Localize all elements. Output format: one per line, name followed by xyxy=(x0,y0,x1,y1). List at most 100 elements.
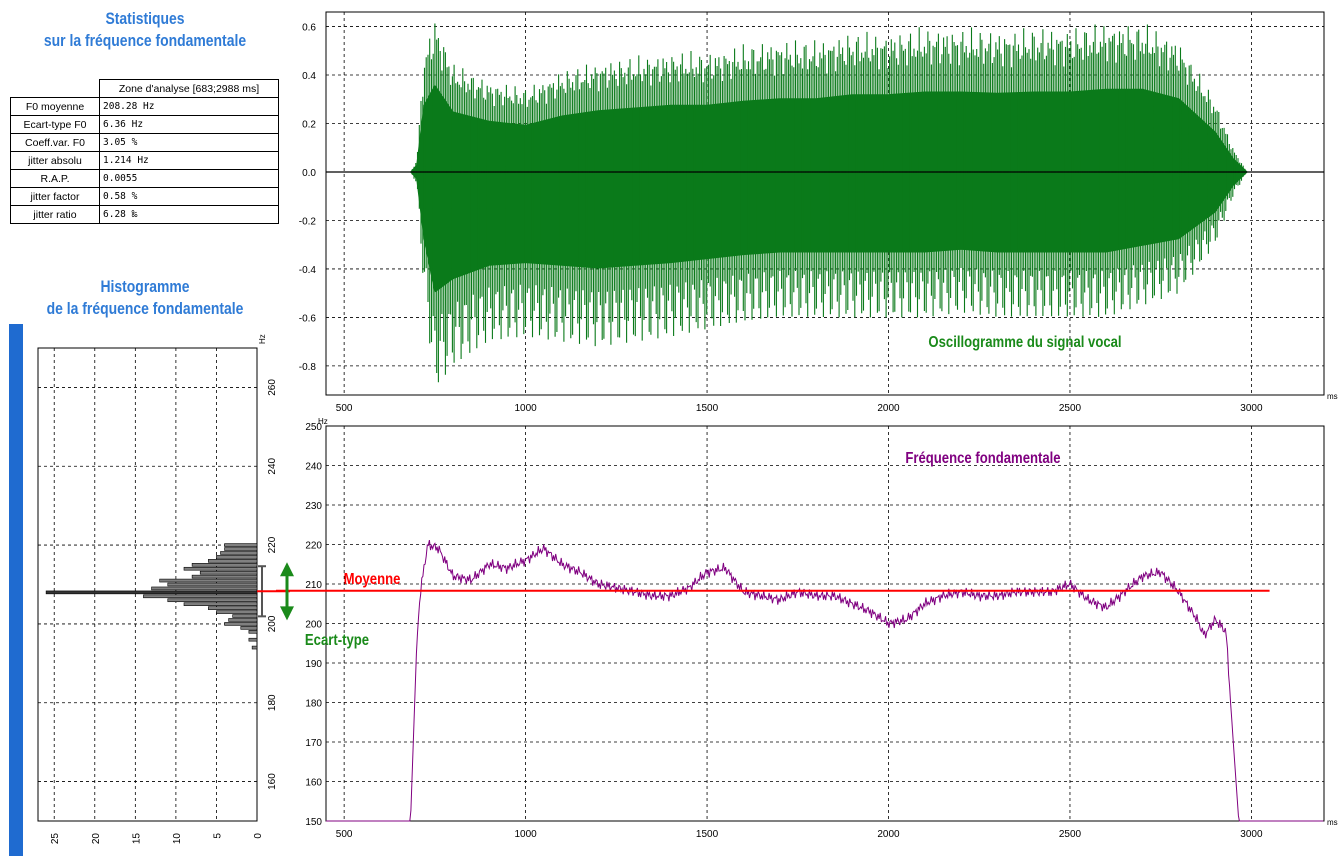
oscillogram-frame xyxy=(325,11,1325,396)
histogram-bar xyxy=(183,566,258,571)
histogram-bar xyxy=(208,606,258,610)
f0-y-tick-label: 150 xyxy=(305,817,322,828)
statistics-row: Ecart-type F0 6.36 Hz xyxy=(10,115,279,134)
histogram-bar xyxy=(224,622,258,626)
statistics-value: 0.0055 xyxy=(99,169,279,188)
oscillogram-chart: 500 1000 1500 2000 2500 3000 0.6 0.4 0.2 0.0 -0.2 -… xyxy=(299,11,1338,414)
histogram-bar xyxy=(151,586,258,591)
histogram-bar xyxy=(167,598,258,603)
statistics-heading-line2: sur la fréquence fondamentale xyxy=(43,31,247,50)
f0-y-tick-label: 210 xyxy=(305,580,322,591)
f0-chart: 500 1000 1500 2000 2500 3000 250 240 230 220 210 20… xyxy=(276,417,1338,840)
std-arrow-head-up xyxy=(280,562,294,577)
histogram-bar xyxy=(159,578,258,583)
histogram-bar xyxy=(191,574,258,579)
oscillogram-x-tick-label: 2000 xyxy=(877,403,900,414)
oscillogram-y-tick-label: 0.4 xyxy=(302,71,316,82)
histogram-y-tick-label: 200 xyxy=(267,615,278,632)
statistics-value: 208.28 Hz xyxy=(99,97,279,116)
distribution-side-bar xyxy=(9,324,23,856)
oscillogram-y-tick-label: 0.0 xyxy=(302,168,316,179)
histogram-bar xyxy=(224,543,258,547)
statistics-label: Ecart-type F0 xyxy=(10,115,100,134)
statistics-label: jitter ratio xyxy=(10,205,100,224)
f0-y-tick-label: 230 xyxy=(305,501,322,512)
statistics-table: Zone d'analyse [683;2988 ms] F0 moyenne … xyxy=(10,79,279,224)
f0-y-tick-label: 240 xyxy=(305,462,322,473)
f0-x-tick-label: 2500 xyxy=(1059,829,1082,840)
histogram-x-tick-label: 15 xyxy=(131,833,142,845)
std-arrow-head-down xyxy=(280,606,294,621)
oscillogram-x-tick-label: 2500 xyxy=(1059,403,1082,414)
histogram-y-unit: Hz xyxy=(258,334,267,344)
statistics-heading-line1: Statistiques xyxy=(105,9,185,28)
oscillogram-x-tick-label: 1500 xyxy=(696,403,719,414)
histogram-x-tick-label: 0 xyxy=(253,833,264,839)
oscillogram-x-unit: ms xyxy=(1327,392,1338,401)
oscillogram-y-tick-label: 0.6 xyxy=(302,23,316,34)
histogram-y-tick-label: 180 xyxy=(267,694,278,711)
statistics-label: jitter absolu xyxy=(10,151,100,170)
oscillogram-y-tick-label: 0.2 xyxy=(302,120,316,131)
statistics-row: jitter ratio 6.28 ‰ xyxy=(10,205,279,224)
histogram-x-tick-label: 20 xyxy=(91,833,102,845)
histogram-y-tick-label: 220 xyxy=(267,536,278,553)
distribution-side-label: Distribution F0 xyxy=(0,793,8,858)
histogram-bar xyxy=(232,614,258,618)
f0-y-tick-label: 250 xyxy=(305,422,322,433)
histogram-bar xyxy=(191,563,258,567)
histogram-bar xyxy=(251,645,258,650)
f0-title: Fréquence fondamentale xyxy=(905,450,1060,467)
f0-x-tick-label: 1500 xyxy=(696,829,719,840)
histogram-bar xyxy=(143,594,258,599)
waveform-spikes xyxy=(411,23,1248,383)
histogram-bar xyxy=(228,618,258,622)
histogram-heading-line1: Histogramme xyxy=(100,277,190,296)
oscillogram-y-tick-label: -0.8 xyxy=(299,362,317,373)
f0-x-unit: ms xyxy=(1327,818,1338,827)
waveform-body xyxy=(410,84,1248,293)
statistics-value: 0.58 % xyxy=(99,187,279,206)
oscillogram-y-tick-label: -0.4 xyxy=(299,265,317,276)
f0-x-tick-label: 3000 xyxy=(1240,829,1263,840)
statistics-label: R.A.P. xyxy=(10,169,100,188)
statistics-heading: Statistiques sur la fréquence fondamenta… xyxy=(34,8,255,52)
statistics-label: Coeff.var. F0 xyxy=(10,133,100,152)
histogram-x-tick-label: 25 xyxy=(50,833,61,845)
histogram-chart: 25 20 15 10 5 0 260 240 220 200 180 160 Hz xyxy=(37,334,290,845)
statistics-value: 3.05 % xyxy=(99,133,279,152)
f0-y-tick-label: 220 xyxy=(305,541,322,552)
statistics-header: Zone d'analyse [683;2988 ms] xyxy=(99,79,279,98)
histogram-frame xyxy=(37,347,258,822)
f0-y-tick-label: 160 xyxy=(305,778,322,789)
histogram-y-tick-label: 160 xyxy=(267,773,278,790)
histogram-bar xyxy=(45,590,258,595)
statistics-value: 1.214 Hz xyxy=(99,151,279,170)
statistics-value: 6.36 Hz xyxy=(99,115,279,134)
oscillogram-x-tick-label: 1000 xyxy=(514,403,537,414)
histogram-y-tick-label: 260 xyxy=(267,379,278,396)
f0-y-tick-label: 190 xyxy=(305,659,322,670)
histogram-bar xyxy=(240,626,258,630)
histogram-bar xyxy=(248,637,258,642)
histogram-bar xyxy=(199,570,258,575)
f0-y-tick-label: 170 xyxy=(305,738,322,749)
histogram-bar xyxy=(183,602,258,606)
oscillogram-y-tick-label: -0.2 xyxy=(299,216,317,227)
statistics-row: jitter factor 0.58 % xyxy=(10,187,279,206)
statistics-value: 6.28 ‰ xyxy=(99,205,279,224)
statistics-label: jitter factor xyxy=(10,187,100,206)
histogram-heading-line2: de la fréquence fondamentale xyxy=(46,299,244,318)
mean-label: Moyenne xyxy=(344,571,401,588)
oscillogram-x-tick-label: 3000 xyxy=(1240,403,1263,414)
f0-x-tick-label: 2000 xyxy=(877,829,900,840)
histogram-bar xyxy=(208,559,258,563)
histogram-x-tick-label: 10 xyxy=(172,833,183,845)
statistics-row: F0 moyenne 208.28 Hz xyxy=(10,97,279,116)
histogram-x-tick-label: 5 xyxy=(212,833,223,839)
f0-frame xyxy=(325,425,1325,822)
histogram-heading: Histogramme de la fréquence fondamentale xyxy=(34,276,255,320)
statistics-row: R.A.P. 0.0055 xyxy=(10,169,279,188)
statistics-row: Coeff.var. F0 3.05 % xyxy=(10,133,279,152)
histogram-bar xyxy=(220,551,258,555)
